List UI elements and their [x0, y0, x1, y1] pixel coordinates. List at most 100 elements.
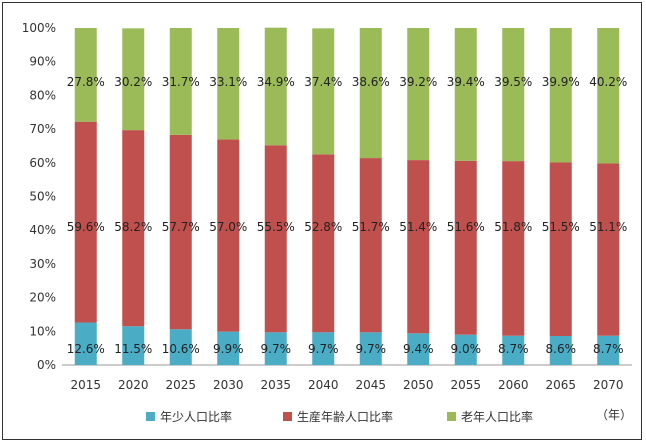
bar-segment [454, 334, 477, 365]
bar-segment [597, 335, 620, 365]
bar-segment [122, 130, 145, 327]
x-tick-label: 2055 [450, 378, 481, 392]
data-label: 12.6% [67, 342, 105, 356]
data-label: 9.4% [403, 342, 434, 356]
y-axis-ticks: 0% 10% 20% 30% 40% 50% 60% 70% 80% 90% 100% [22, 21, 56, 372]
bar-segment [502, 335, 525, 365]
bar-segment [74, 121, 97, 323]
bar-segment [359, 332, 382, 365]
data-label: 9.7% [356, 342, 387, 356]
bar-segment [549, 162, 572, 337]
bar-segment [264, 27, 287, 146]
y-tick-label: 90% [29, 55, 56, 69]
data-label: 9.7% [261, 342, 292, 356]
x-tick-label: 2040 [308, 378, 339, 392]
data-label: 51.4% [399, 220, 437, 234]
bar-segment [502, 28, 525, 162]
data-label: 38.6% [352, 75, 390, 89]
data-label: 39.9% [542, 75, 580, 89]
data-label: 34.9% [257, 75, 295, 89]
bar-segment [264, 145, 287, 333]
bar-segment [597, 163, 620, 336]
data-label: 10.6% [162, 342, 200, 356]
bar-segment [454, 160, 477, 335]
y-tick-label: 40% [29, 223, 56, 237]
data-label: 55.5% [257, 220, 295, 234]
legend-swatch [447, 412, 456, 421]
data-label: 57.0% [209, 220, 247, 234]
data-label: 51.1% [589, 220, 627, 234]
data-label: 39.4% [447, 75, 485, 89]
x-tick-label: 2020 [118, 378, 149, 392]
legend-label: 老年人口比率 [461, 409, 533, 424]
data-label: 31.7% [162, 75, 200, 89]
bar-segment [74, 28, 97, 122]
data-label: 8.7% [498, 342, 529, 356]
x-tick-label: 2050 [403, 378, 434, 392]
bar-segment [359, 158, 382, 333]
bar-segment [549, 28, 572, 163]
bar-segment [122, 28, 145, 131]
legend: 年少人口比率 生産年齢人口比率 老年人口比率 [146, 409, 533, 424]
bar-segment [407, 160, 430, 334]
data-label: 30.2% [114, 75, 152, 89]
bar-segment [407, 28, 430, 161]
bar-segment [74, 322, 97, 365]
data-label: 8.7% [593, 342, 624, 356]
bar-segment [454, 28, 477, 161]
x-axis-ticks: 2015 2020 2025 2030 2035 2040 2045 2050 2055 2060… [70, 378, 623, 392]
data-label: 51.5% [542, 220, 580, 234]
data-label: 9.9% [213, 342, 244, 356]
data-labels: 12.6% 59.6% 27.8% 11.5% 58.2% 30.2% 10.6% 57.7%… [67, 75, 628, 356]
data-label: 52.8% [304, 220, 342, 234]
bar-segment [502, 161, 525, 336]
data-label: 9.0% [451, 342, 482, 356]
bar-segment [169, 28, 192, 135]
x-tick-label: 2045 [355, 378, 386, 392]
bar-segment [169, 329, 192, 365]
data-label: 58.2% [114, 220, 152, 234]
y-tick-label: 70% [29, 122, 56, 136]
y-tick-label: 60% [29, 156, 56, 170]
y-tick-label: 10% [29, 324, 56, 338]
bar-segment [217, 331, 240, 365]
x-unit-label: （年） [596, 408, 632, 422]
data-label: 51.8% [494, 220, 532, 234]
legend-label: 生産年齢人口比率 [297, 409, 393, 424]
x-tick-label: 2065 [545, 378, 576, 392]
y-tick-label: 50% [29, 190, 56, 204]
data-label: 9.7% [308, 342, 339, 356]
data-label: 11.5% [114, 342, 152, 356]
data-label: 27.8% [67, 75, 105, 89]
y-tick-label: 80% [29, 88, 56, 102]
data-label: 59.6% [67, 220, 105, 234]
data-label: 8.6% [546, 342, 577, 356]
bar-segment [217, 28, 240, 140]
bar-segment [407, 333, 430, 365]
bar-segment [217, 139, 240, 332]
data-label: 51.6% [447, 220, 485, 234]
y-tick-label: 20% [29, 291, 56, 305]
data-label: 39.2% [399, 75, 437, 89]
y-tick-label: 0% [37, 358, 56, 372]
data-label: 51.7% [352, 220, 390, 234]
x-tick-label: 2035 [260, 378, 291, 392]
x-tick-label: 2030 [213, 378, 244, 392]
data-label: 33.1% [209, 75, 247, 89]
x-tick-label: 2070 [593, 378, 624, 392]
bar-segment [549, 336, 572, 365]
data-label: 57.7% [162, 220, 200, 234]
legend-swatch [146, 412, 155, 421]
y-tick-label: 100% [22, 21, 56, 35]
data-label: 37.4% [304, 75, 342, 89]
x-tick-label: 2025 [165, 378, 196, 392]
bar-segment [597, 28, 620, 164]
bar-segment [169, 134, 192, 330]
data-label: 40.2% [589, 75, 627, 89]
x-tick-label: 2015 [70, 378, 101, 392]
bar-segment [312, 154, 335, 333]
legend-label: 年少人口比率 [160, 409, 232, 424]
y-tick-label: 30% [29, 257, 56, 271]
data-label: 39.5% [494, 75, 532, 89]
